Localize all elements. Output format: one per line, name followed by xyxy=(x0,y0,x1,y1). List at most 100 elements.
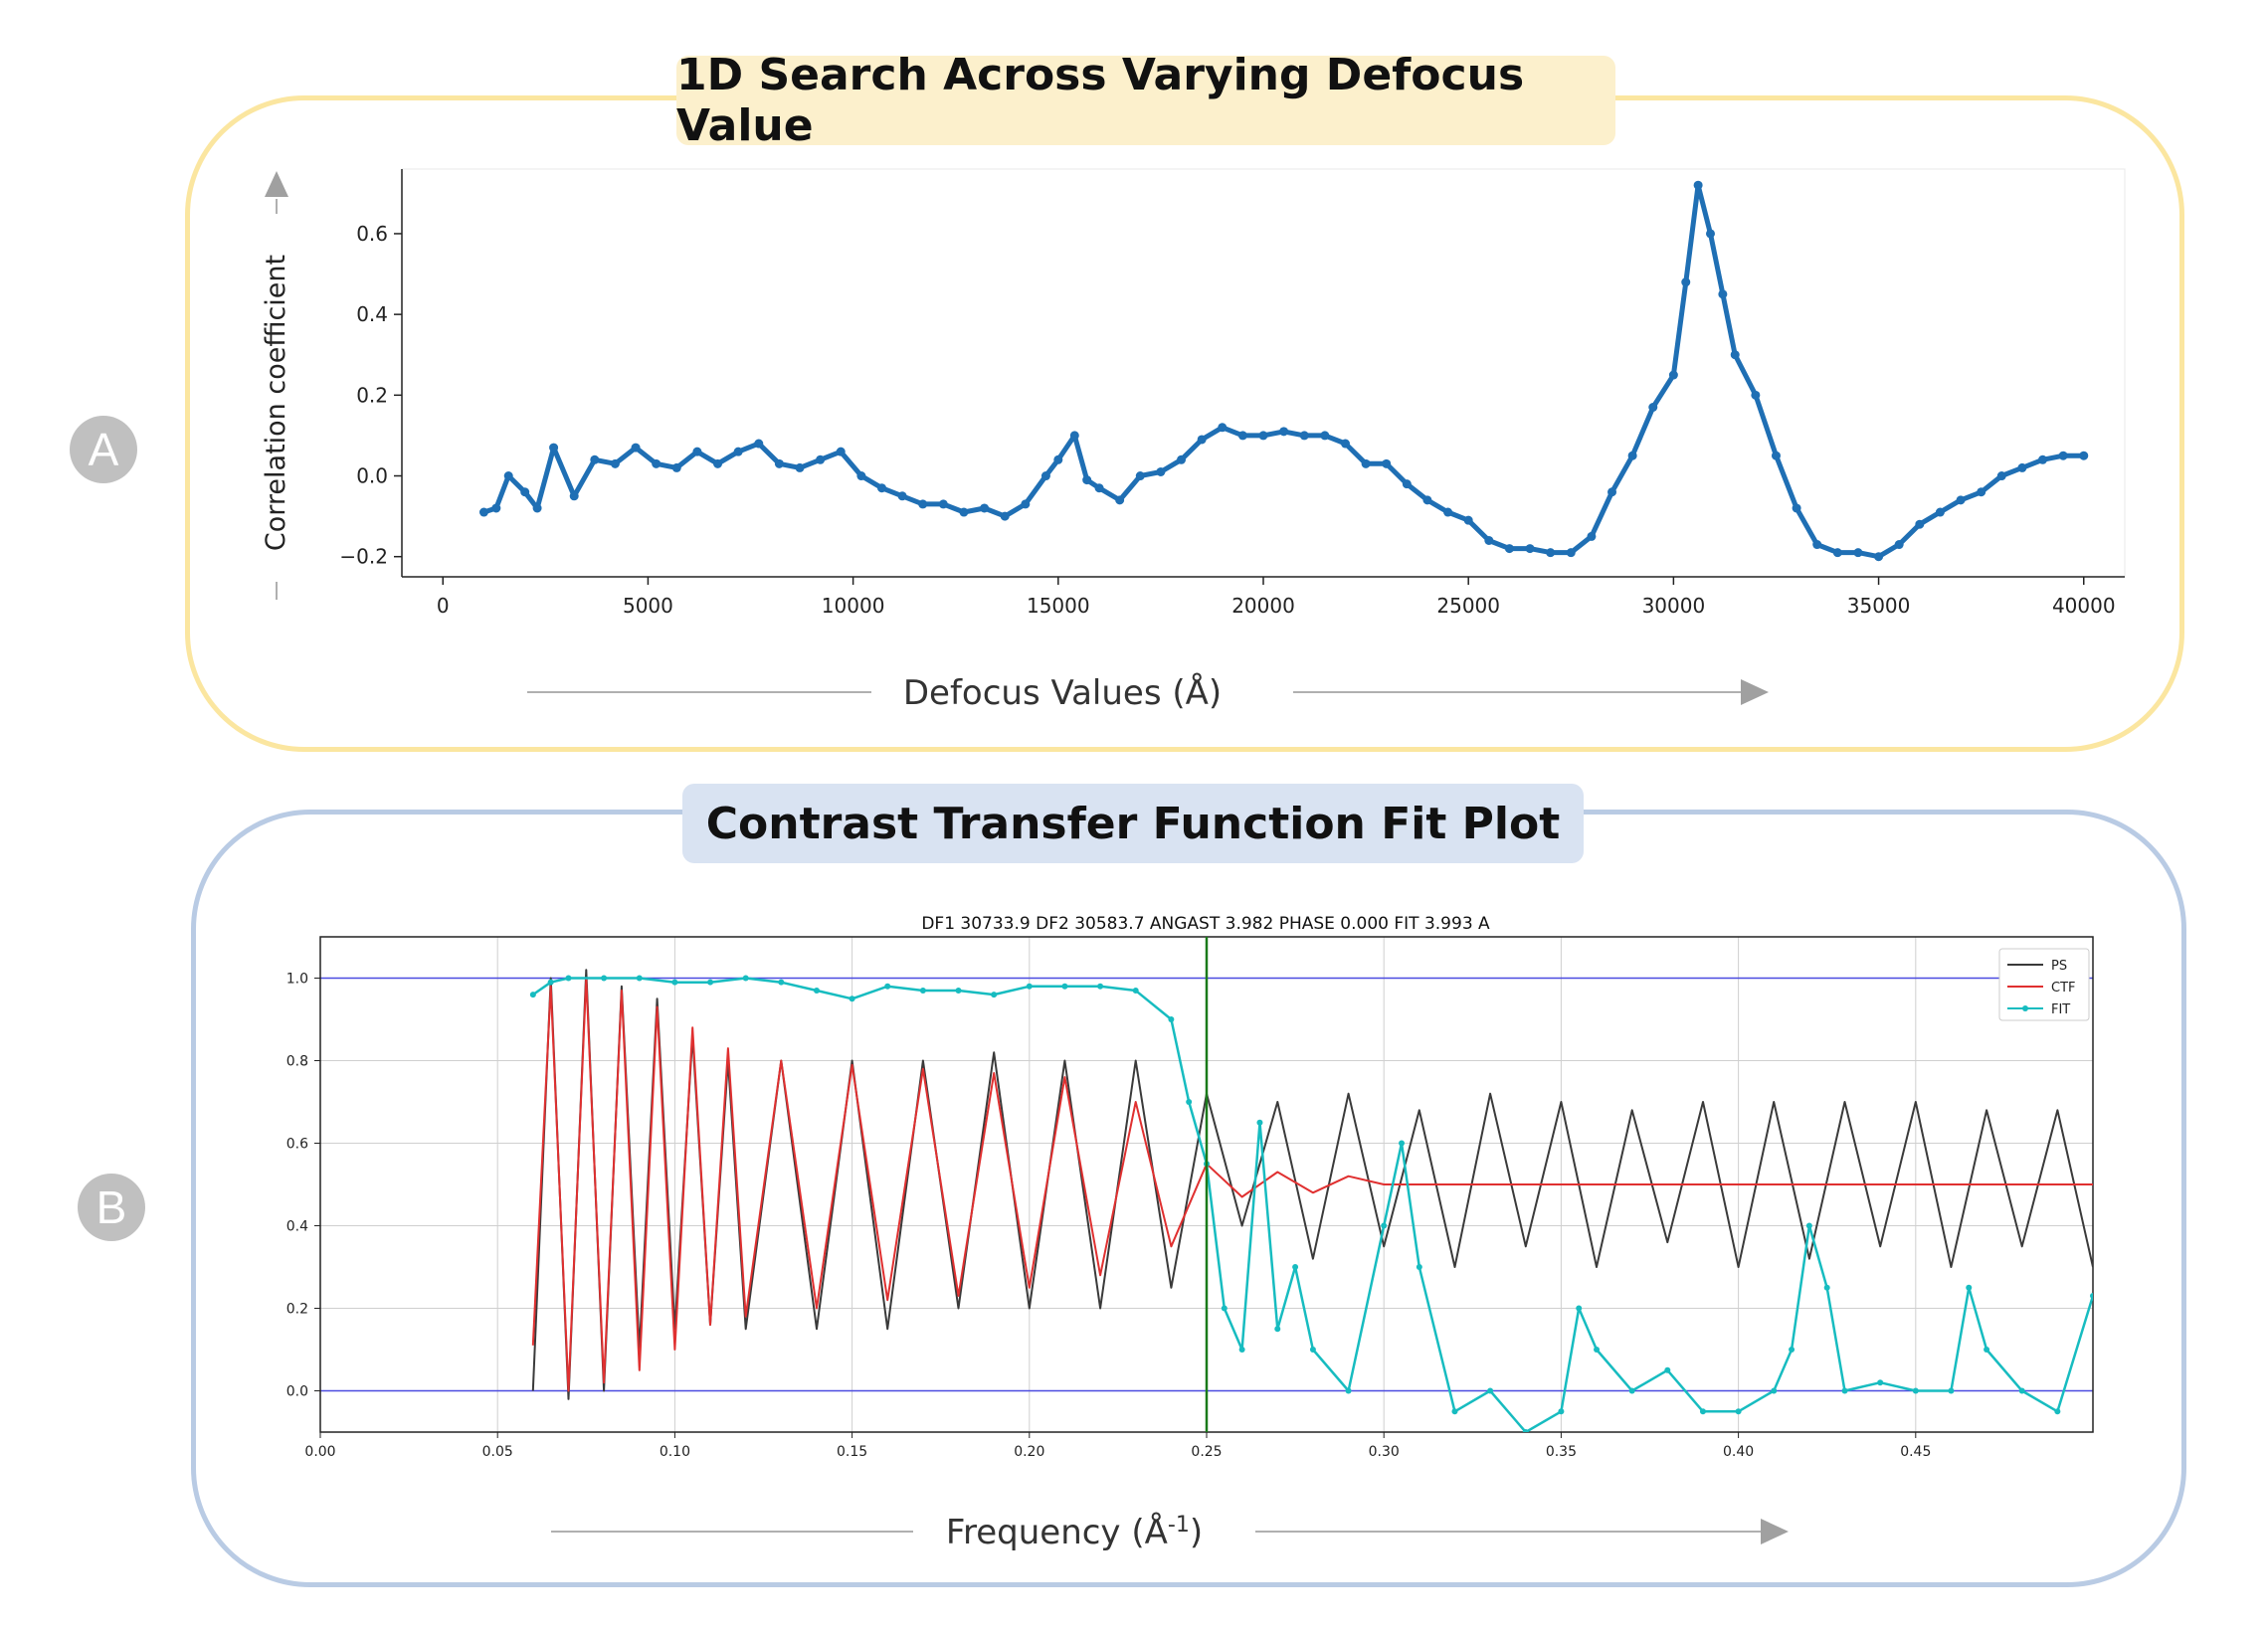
data-point xyxy=(1853,548,1863,558)
fit-data-point xyxy=(1221,1305,1228,1312)
data-point xyxy=(692,447,702,456)
data-point xyxy=(1874,552,1884,562)
fit-data-point xyxy=(565,975,572,982)
y-tick-label: 0.0 xyxy=(286,1384,308,1400)
data-point xyxy=(1668,370,1678,380)
data-point xyxy=(1977,487,1986,497)
data-point xyxy=(1000,511,1010,521)
data-point xyxy=(1730,350,1740,360)
y-tick-label: 0.2 xyxy=(356,383,388,407)
data-point xyxy=(1237,431,1247,441)
fit-data-point xyxy=(2054,1408,2061,1415)
data-point xyxy=(918,499,928,509)
data-point xyxy=(1402,479,1412,489)
data-point xyxy=(1382,458,1392,468)
data-point xyxy=(1197,435,1207,445)
fit-data-point xyxy=(1628,1387,1635,1394)
fit-data-point xyxy=(1699,1408,1706,1415)
data-point xyxy=(774,458,784,468)
data-point xyxy=(1832,548,1842,558)
data-point xyxy=(1279,427,1289,437)
x-tick-label: 10000 xyxy=(822,594,885,618)
x-tick-label: 5000 xyxy=(623,594,673,618)
panel-a-title: 1D Search Across Varying Defocus Value xyxy=(676,50,1615,151)
data-point xyxy=(938,499,948,509)
data-point xyxy=(478,507,488,517)
panel-b-xlabel-sup: -1 xyxy=(1168,1513,1190,1538)
x-tick-label: 0.20 xyxy=(1014,1444,1044,1460)
y-tick-label: −0.2 xyxy=(339,545,388,569)
legend-marker-fit xyxy=(2022,1005,2028,1011)
data-point xyxy=(1566,548,1576,558)
fit-data-point xyxy=(1274,1326,1281,1333)
data-point xyxy=(1177,454,1187,464)
fit-data-point xyxy=(1966,1284,1973,1291)
data-point xyxy=(1320,431,1330,441)
x-tick-label: 15000 xyxy=(1027,594,1090,618)
data-point xyxy=(733,447,743,456)
data-point xyxy=(1915,519,1925,529)
data-point xyxy=(503,471,513,481)
fit-data-point xyxy=(849,996,855,1002)
x-tick-label: 0.35 xyxy=(1546,1444,1577,1460)
fit-data-point xyxy=(1522,1429,1529,1432)
data-point xyxy=(652,458,662,468)
fit-data-point xyxy=(529,992,536,998)
fit-data-point xyxy=(778,979,785,986)
data-point xyxy=(1115,495,1125,505)
data-point xyxy=(1069,431,1079,441)
panel-a-badge: A xyxy=(70,416,137,483)
data-point xyxy=(569,491,579,501)
fit-data-point xyxy=(1132,987,1139,994)
data-point xyxy=(1956,495,1966,505)
fit-data-point xyxy=(636,975,643,982)
fit-data-point xyxy=(1381,1222,1388,1229)
x-arrow-head xyxy=(1741,679,1769,705)
data-point xyxy=(1718,289,1728,299)
plot-frame xyxy=(401,168,2126,578)
data-point xyxy=(1587,531,1597,541)
panel-b-chart: 0.00 0.05 0.10 0.15 0.20 0.25 0.30 0.35 0.40 0.45… xyxy=(286,936,2094,1460)
data-point xyxy=(959,507,969,517)
data-point xyxy=(2058,451,2068,460)
data-point xyxy=(856,471,866,481)
panel-b-title: Contrast Transfer Function Fit Plot xyxy=(682,784,1584,863)
data-point xyxy=(1894,540,1904,550)
y-tick-label: 0.0 xyxy=(356,464,388,488)
fit-data-point xyxy=(1594,1347,1601,1353)
data-point xyxy=(491,503,501,513)
panel-b-plot-title: DF1 30733.9 DF2 30583.7 ANGAST 3.982 PHA… xyxy=(921,914,1490,934)
data-point xyxy=(1996,471,2006,481)
panel-a-xlabel: Defocus Values (Å) xyxy=(903,672,1222,713)
fit-data-point xyxy=(1097,983,1104,990)
data-point xyxy=(549,443,559,453)
y-tick-label: 0.6 xyxy=(286,1137,308,1153)
data-point xyxy=(1218,423,1228,433)
data-point xyxy=(1053,454,1063,464)
fit-data-point xyxy=(1416,1264,1422,1270)
fit-data-point xyxy=(671,979,678,986)
fit-data-point xyxy=(1399,1140,1406,1147)
fit-data-point xyxy=(1948,1387,1955,1394)
fit-data-point xyxy=(1238,1347,1245,1353)
fit-data-point xyxy=(884,983,891,990)
y-arrow-head xyxy=(265,171,288,197)
y-tick-label: 0.6 xyxy=(356,222,388,246)
fit-data-point xyxy=(601,975,608,982)
data-point xyxy=(795,462,805,472)
data-point xyxy=(610,458,620,468)
data-point xyxy=(1082,475,1092,485)
data-point xyxy=(671,462,681,472)
fit-data-point xyxy=(707,979,714,986)
x-tick-label: 35000 xyxy=(1847,594,1911,618)
series-line xyxy=(482,182,2084,560)
x-tick-label: 25000 xyxy=(1436,594,1500,618)
fit-data-point xyxy=(1841,1387,1848,1394)
fit-data-point xyxy=(1061,983,1068,990)
x-tick-label: 30000 xyxy=(1642,594,1706,618)
fit-data-point xyxy=(1823,1284,1830,1291)
data-point xyxy=(1648,403,1658,413)
data-point xyxy=(1258,431,1268,441)
x-tick-label: 40000 xyxy=(2052,594,2116,618)
fit-data-point xyxy=(1168,1016,1175,1022)
